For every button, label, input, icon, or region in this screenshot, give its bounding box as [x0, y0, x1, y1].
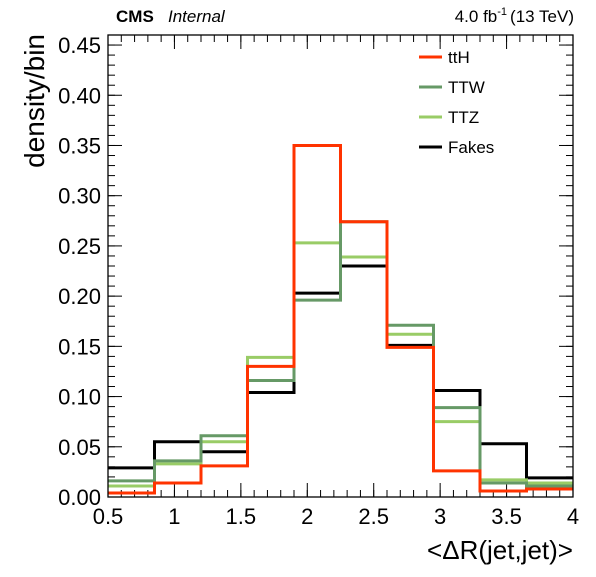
y-tick-label: 0.30	[58, 184, 101, 209]
y-tick-label: 0.10	[58, 385, 101, 410]
legend-label-fakes: Fakes	[448, 138, 494, 157]
histogram-series	[108, 143, 573, 495]
x-tick-label: 3.5	[491, 504, 522, 529]
x-axis-title: <ΔR(jet,jet)>	[427, 535, 573, 565]
y-tick-label: 0.05	[58, 435, 101, 460]
x-tick-label: 2	[301, 504, 313, 529]
axis-ticks: 0.5 1 1.5 2 2.5 3 3.5 4 0.00 0.05 0.10 0.15 0.20 0.25…	[58, 33, 579, 529]
y-tick-label: 0.35	[58, 133, 101, 158]
x-tick-label: 4	[567, 504, 579, 529]
legend-label-ttz: TTZ	[448, 108, 479, 127]
lumi-energy: (13 TeV)	[510, 7, 574, 26]
x-tick-label: 1	[168, 504, 180, 529]
y-tick-label: 0.40	[58, 83, 101, 108]
x-tick-label: 1.5	[226, 504, 257, 529]
y-tick-label: 0.00	[58, 485, 101, 510]
plot-frame	[107, 34, 574, 498]
experiment-label: CMS	[116, 7, 154, 26]
series-tth-line	[108, 143, 573, 495]
legend-label-tth: ttH	[448, 48, 470, 67]
y-tick-label: 0.45	[58, 33, 101, 58]
lumi-label: 4.0 fb-1 (13 TeV)	[455, 6, 574, 26]
y-tick-label: 0.15	[58, 334, 101, 359]
lumi-exponent: -1	[497, 6, 507, 18]
y-tick-label: 0.20	[58, 284, 101, 309]
lumi-value: 4.0 fb	[455, 7, 498, 26]
y-axis-title: density/bin	[19, 34, 50, 168]
x-tick-label: 0.5	[93, 504, 124, 529]
legend: ttH TTW TTZ Fakes	[419, 48, 494, 157]
x-tick-label: 2.5	[358, 504, 389, 529]
legend-label-ttw: TTW	[448, 78, 485, 97]
y-tick-label: 0.25	[58, 234, 101, 259]
x-tick-label: 3	[434, 504, 446, 529]
status-label: Internal	[168, 7, 226, 26]
